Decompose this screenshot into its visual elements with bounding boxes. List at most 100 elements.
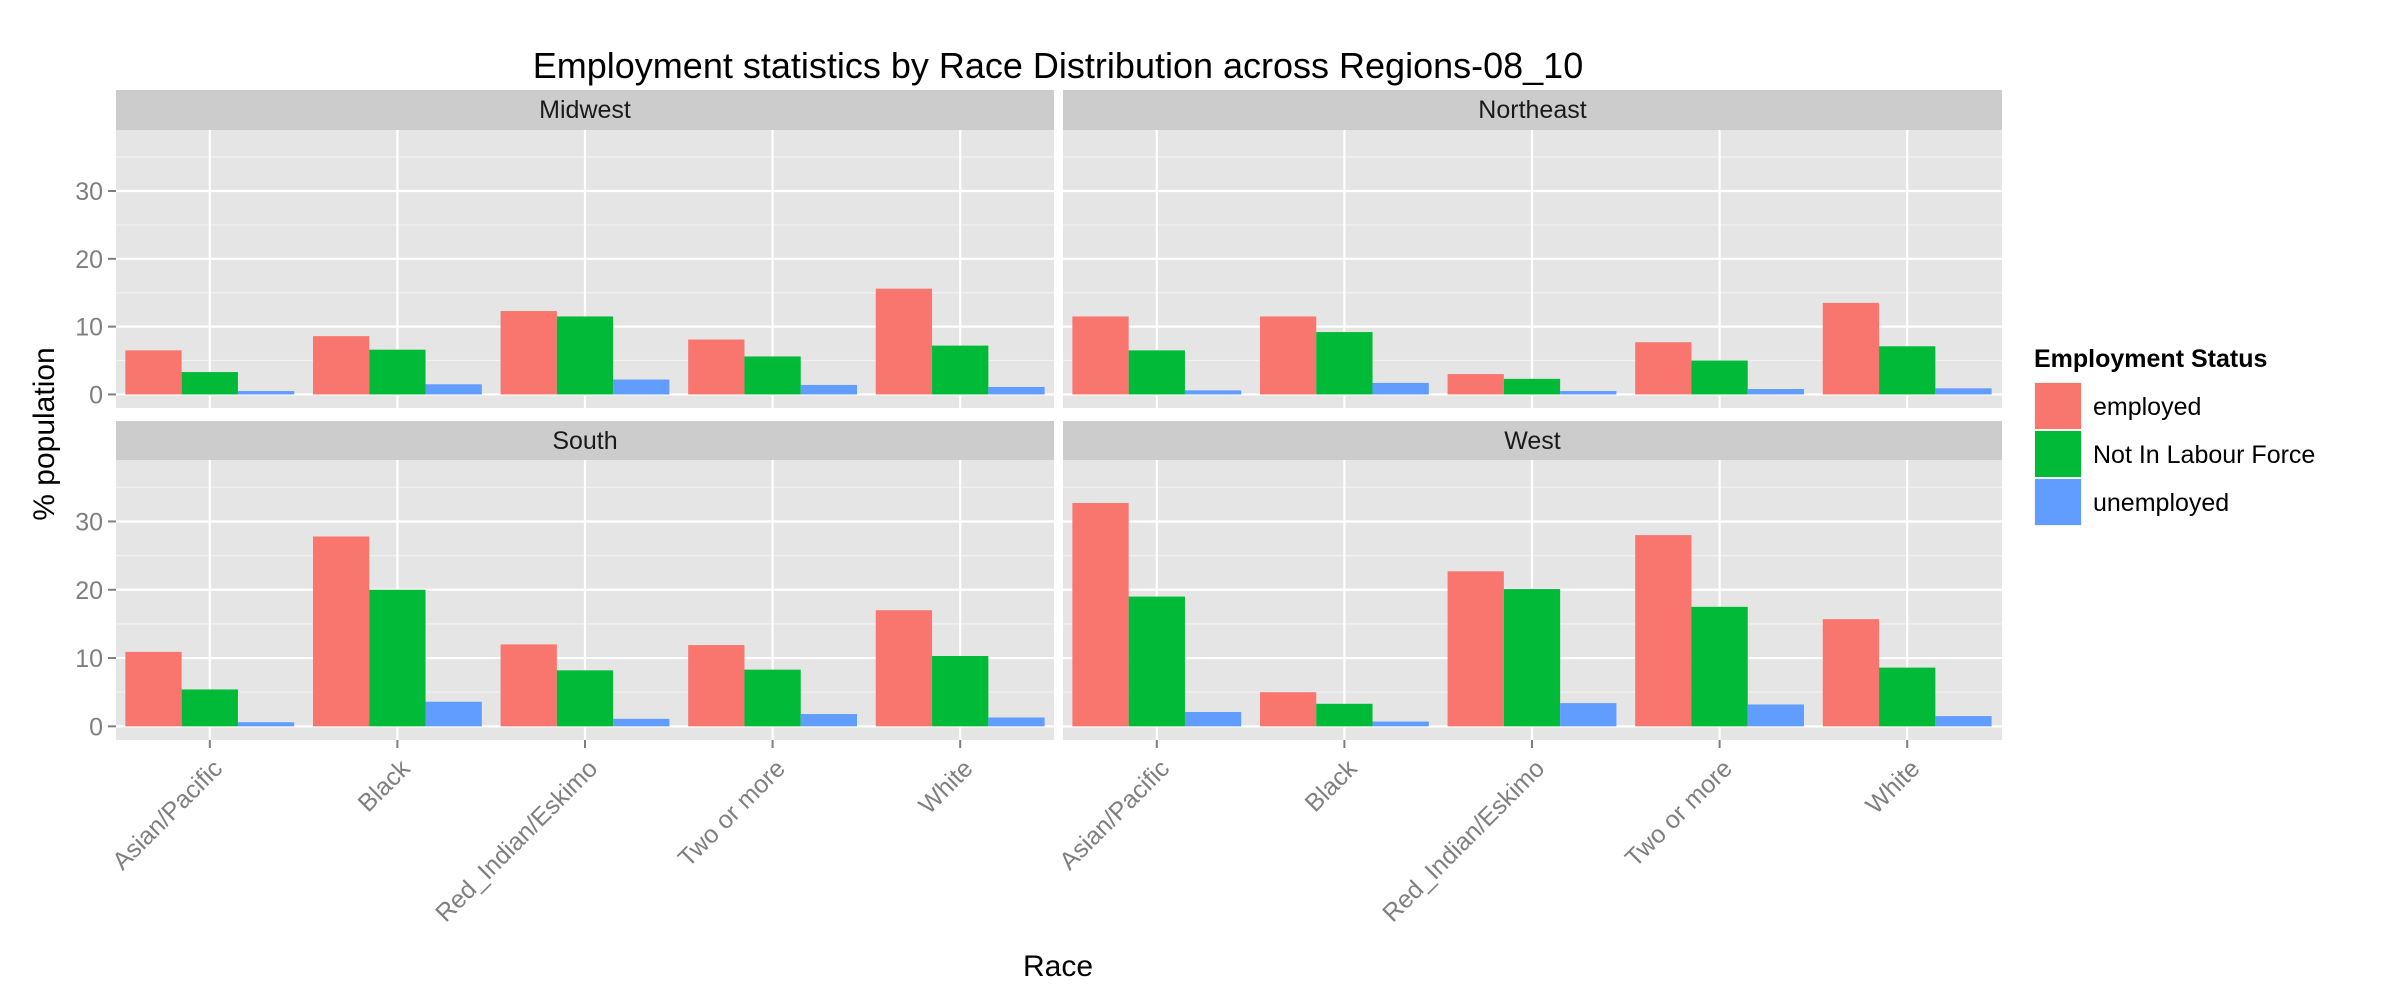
bar-employed (1822, 302, 1880, 395)
legend-label: unemployed (2093, 489, 2229, 517)
bar-not-in-labour-force (1316, 332, 1373, 395)
bar-not-in-labour-force (744, 669, 801, 727)
bar-not-in-labour-force (1503, 589, 1561, 727)
x-tick-label: White (913, 754, 978, 819)
bar-employed (125, 651, 182, 727)
facet-strip-label: Midwest (539, 96, 631, 124)
legend-label: employed (2093, 393, 2201, 421)
legend-swatch (2035, 431, 2081, 477)
y-tick-label: 20 (75, 246, 103, 274)
legend-item-employed: employed (2034, 382, 2201, 430)
bar-employed (500, 644, 557, 727)
bar-unemployed (1372, 721, 1429, 727)
bar-employed (500, 311, 557, 395)
facet-south: South 0 10 20 30 Asian/Pacific Black Red_Indian… (75, 421, 1054, 928)
facet-strip (116, 421, 1054, 460)
x-tick-label: Red_Indian/Eskimo (430, 754, 603, 927)
legend-label: Not In Labour Force (2093, 441, 2315, 469)
bar-employed (312, 536, 370, 727)
bar-unemployed (613, 718, 670, 727)
bar-unemployed (1184, 390, 1242, 395)
x-axis-label: Race (1023, 950, 1093, 983)
bar-employed (875, 610, 933, 727)
bar-not-in-labour-force (556, 670, 614, 727)
bar-not-in-labour-force (556, 316, 614, 395)
facet-panels: Midwest 0 10 20 30 Northeast South 0 10 20 30 Asian… (75, 90, 2002, 928)
facet-strip (1063, 421, 2002, 460)
bar-unemployed (1747, 389, 1805, 395)
facet-strip-label: South (552, 427, 617, 455)
bar-employed (1447, 374, 1504, 395)
bar-not-in-labour-force (1128, 596, 1185, 727)
bar-not-in-labour-force (369, 349, 426, 395)
bar-unemployed (237, 391, 295, 395)
bar-not-in-labour-force (744, 356, 801, 395)
bar-employed (1072, 503, 1129, 727)
bar-employed (312, 336, 370, 395)
y-tick-label: 30 (75, 508, 103, 536)
bar-unemployed (1184, 712, 1242, 727)
y-tick-label: 10 (75, 314, 103, 342)
bar-employed (1259, 692, 1317, 727)
x-tick-label: Two or more (673, 754, 791, 872)
facet-west: West Asian/Pacific Black Red_Indian/Eskimo T… (1054, 421, 2002, 928)
facet-midwest: Midwest 0 10 20 30 (75, 90, 1054, 409)
bar-unemployed (1935, 716, 1992, 727)
bar-unemployed (1372, 382, 1429, 395)
bar-employed (1259, 316, 1317, 395)
bar-employed (1635, 342, 1692, 395)
bar-unemployed (1560, 703, 1617, 727)
bar-not-in-labour-force (1503, 378, 1561, 395)
y-tick-label: 20 (75, 577, 103, 605)
facet-strip-label: Northeast (1478, 96, 1586, 124)
bar-not-in-labour-force (369, 589, 426, 727)
bar-not-in-labour-force (1691, 606, 1748, 727)
legend-swatch (2035, 383, 2081, 429)
y-axis-label: % population (28, 347, 61, 520)
bar-not-in-labour-force (1879, 346, 1936, 395)
bar-not-in-labour-force (1691, 360, 1748, 395)
x-tick-label: Asian/Pacific (107, 754, 228, 875)
bar-not-in-labour-force (181, 689, 238, 727)
bar-unemployed (1935, 388, 1992, 395)
bar-not-in-labour-force (932, 656, 989, 727)
y-tick-label: 0 (89, 381, 103, 409)
bar-employed (875, 288, 933, 395)
bar-unemployed (237, 722, 295, 727)
facet-northeast: Northeast (1063, 90, 2002, 408)
x-tick-label: Black (1300, 754, 1363, 817)
x-tick-label: White (1860, 754, 1925, 819)
bar-unemployed (425, 701, 482, 727)
bar-employed (1447, 571, 1504, 727)
bar-unemployed (613, 379, 670, 395)
facet-strip (1063, 90, 2002, 130)
bar-employed (125, 350, 182, 395)
bar-not-in-labour-force (1879, 667, 1936, 727)
legend-swatch (2035, 479, 2081, 525)
legend-item-not-in-labour-force: Not In Labour Force (2034, 430, 2315, 478)
bar-unemployed (1560, 391, 1617, 395)
x-tick-label: Red_Indian/Eskimo (1377, 754, 1550, 927)
chart-title: Employment statistics by Race Distributi… (533, 45, 1583, 86)
legend: Employment Status employed Not In Labour … (2034, 345, 2315, 526)
bar-employed (1072, 316, 1129, 395)
bar-employed (688, 339, 745, 395)
x-tick-label: Black (353, 754, 416, 817)
facet-strip-label: West (1504, 427, 1561, 455)
bar-not-in-labour-force (1316, 703, 1373, 727)
bar-not-in-labour-force (1128, 350, 1185, 395)
y-tick-label: 0 (89, 713, 103, 741)
bar-employed (688, 645, 745, 727)
bar-not-in-labour-force (932, 345, 989, 395)
facet-strip (116, 90, 1054, 130)
y-tick-label: 10 (75, 645, 103, 673)
bar-unemployed (988, 717, 1045, 727)
bar-unemployed (800, 384, 858, 395)
bar-employed (1822, 619, 1880, 727)
x-tick-label: Asian/Pacific (1054, 754, 1175, 875)
bar-unemployed (425, 384, 482, 395)
bar-unemployed (800, 714, 858, 727)
x-tick-label: Two or more (1620, 754, 1738, 872)
legend-item-unemployed: unemployed (2034, 478, 2229, 526)
